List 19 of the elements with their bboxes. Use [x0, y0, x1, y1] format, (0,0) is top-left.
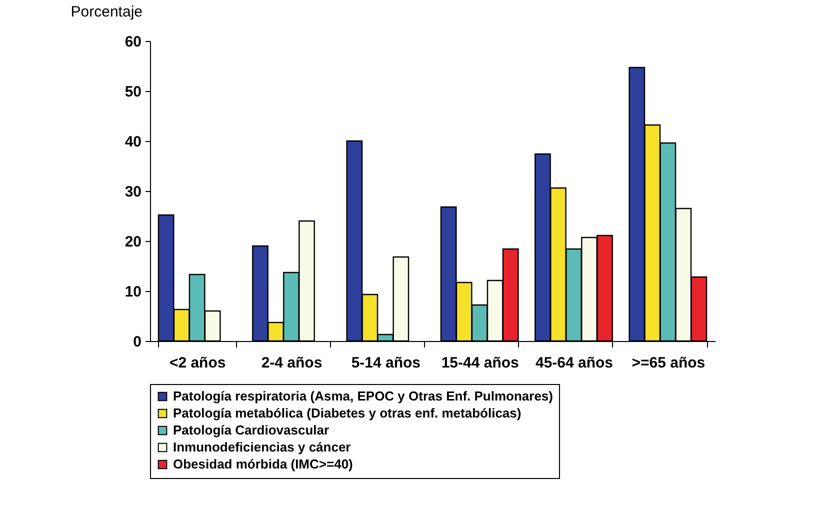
x-tick-label: >=65 años: [632, 354, 706, 372]
legend-label: Obesidad mórbida (IMC>=40): [173, 456, 353, 472]
y-tick-label: 10: [124, 284, 142, 300]
x-tick-label: <2 años: [169, 354, 226, 372]
legend-label: Patología Cardiovascular: [173, 422, 330, 438]
y-tick-label: 20: [124, 234, 142, 250]
legend-label: Patología metabólica (Diabetes y otras enf. metabólicas): [173, 406, 522, 420]
x-tick-label: 45-64 años: [535, 354, 614, 372]
x-tick-label: 2-4 años: [261, 354, 322, 372]
y-tick-label: 40: [124, 134, 142, 150]
x-tick-label: 5-14 años: [351, 354, 421, 372]
y-tick-label: 0: [133, 334, 142, 350]
x-tick-label: 15-44 años: [441, 354, 519, 372]
y-tick-label: 60: [124, 34, 142, 50]
y-tick-label: 50: [124, 84, 142, 100]
legend-label: Inmunodeficiencias y cáncer: [173, 440, 351, 454]
y-axis-title: Porcentaje: [70, 4, 142, 20]
y-tick-label: 30: [124, 184, 142, 200]
legend-label: Patología respiratoria (Asma, EPOC y Otras Enf. Pulmonares): [173, 388, 553, 404]
